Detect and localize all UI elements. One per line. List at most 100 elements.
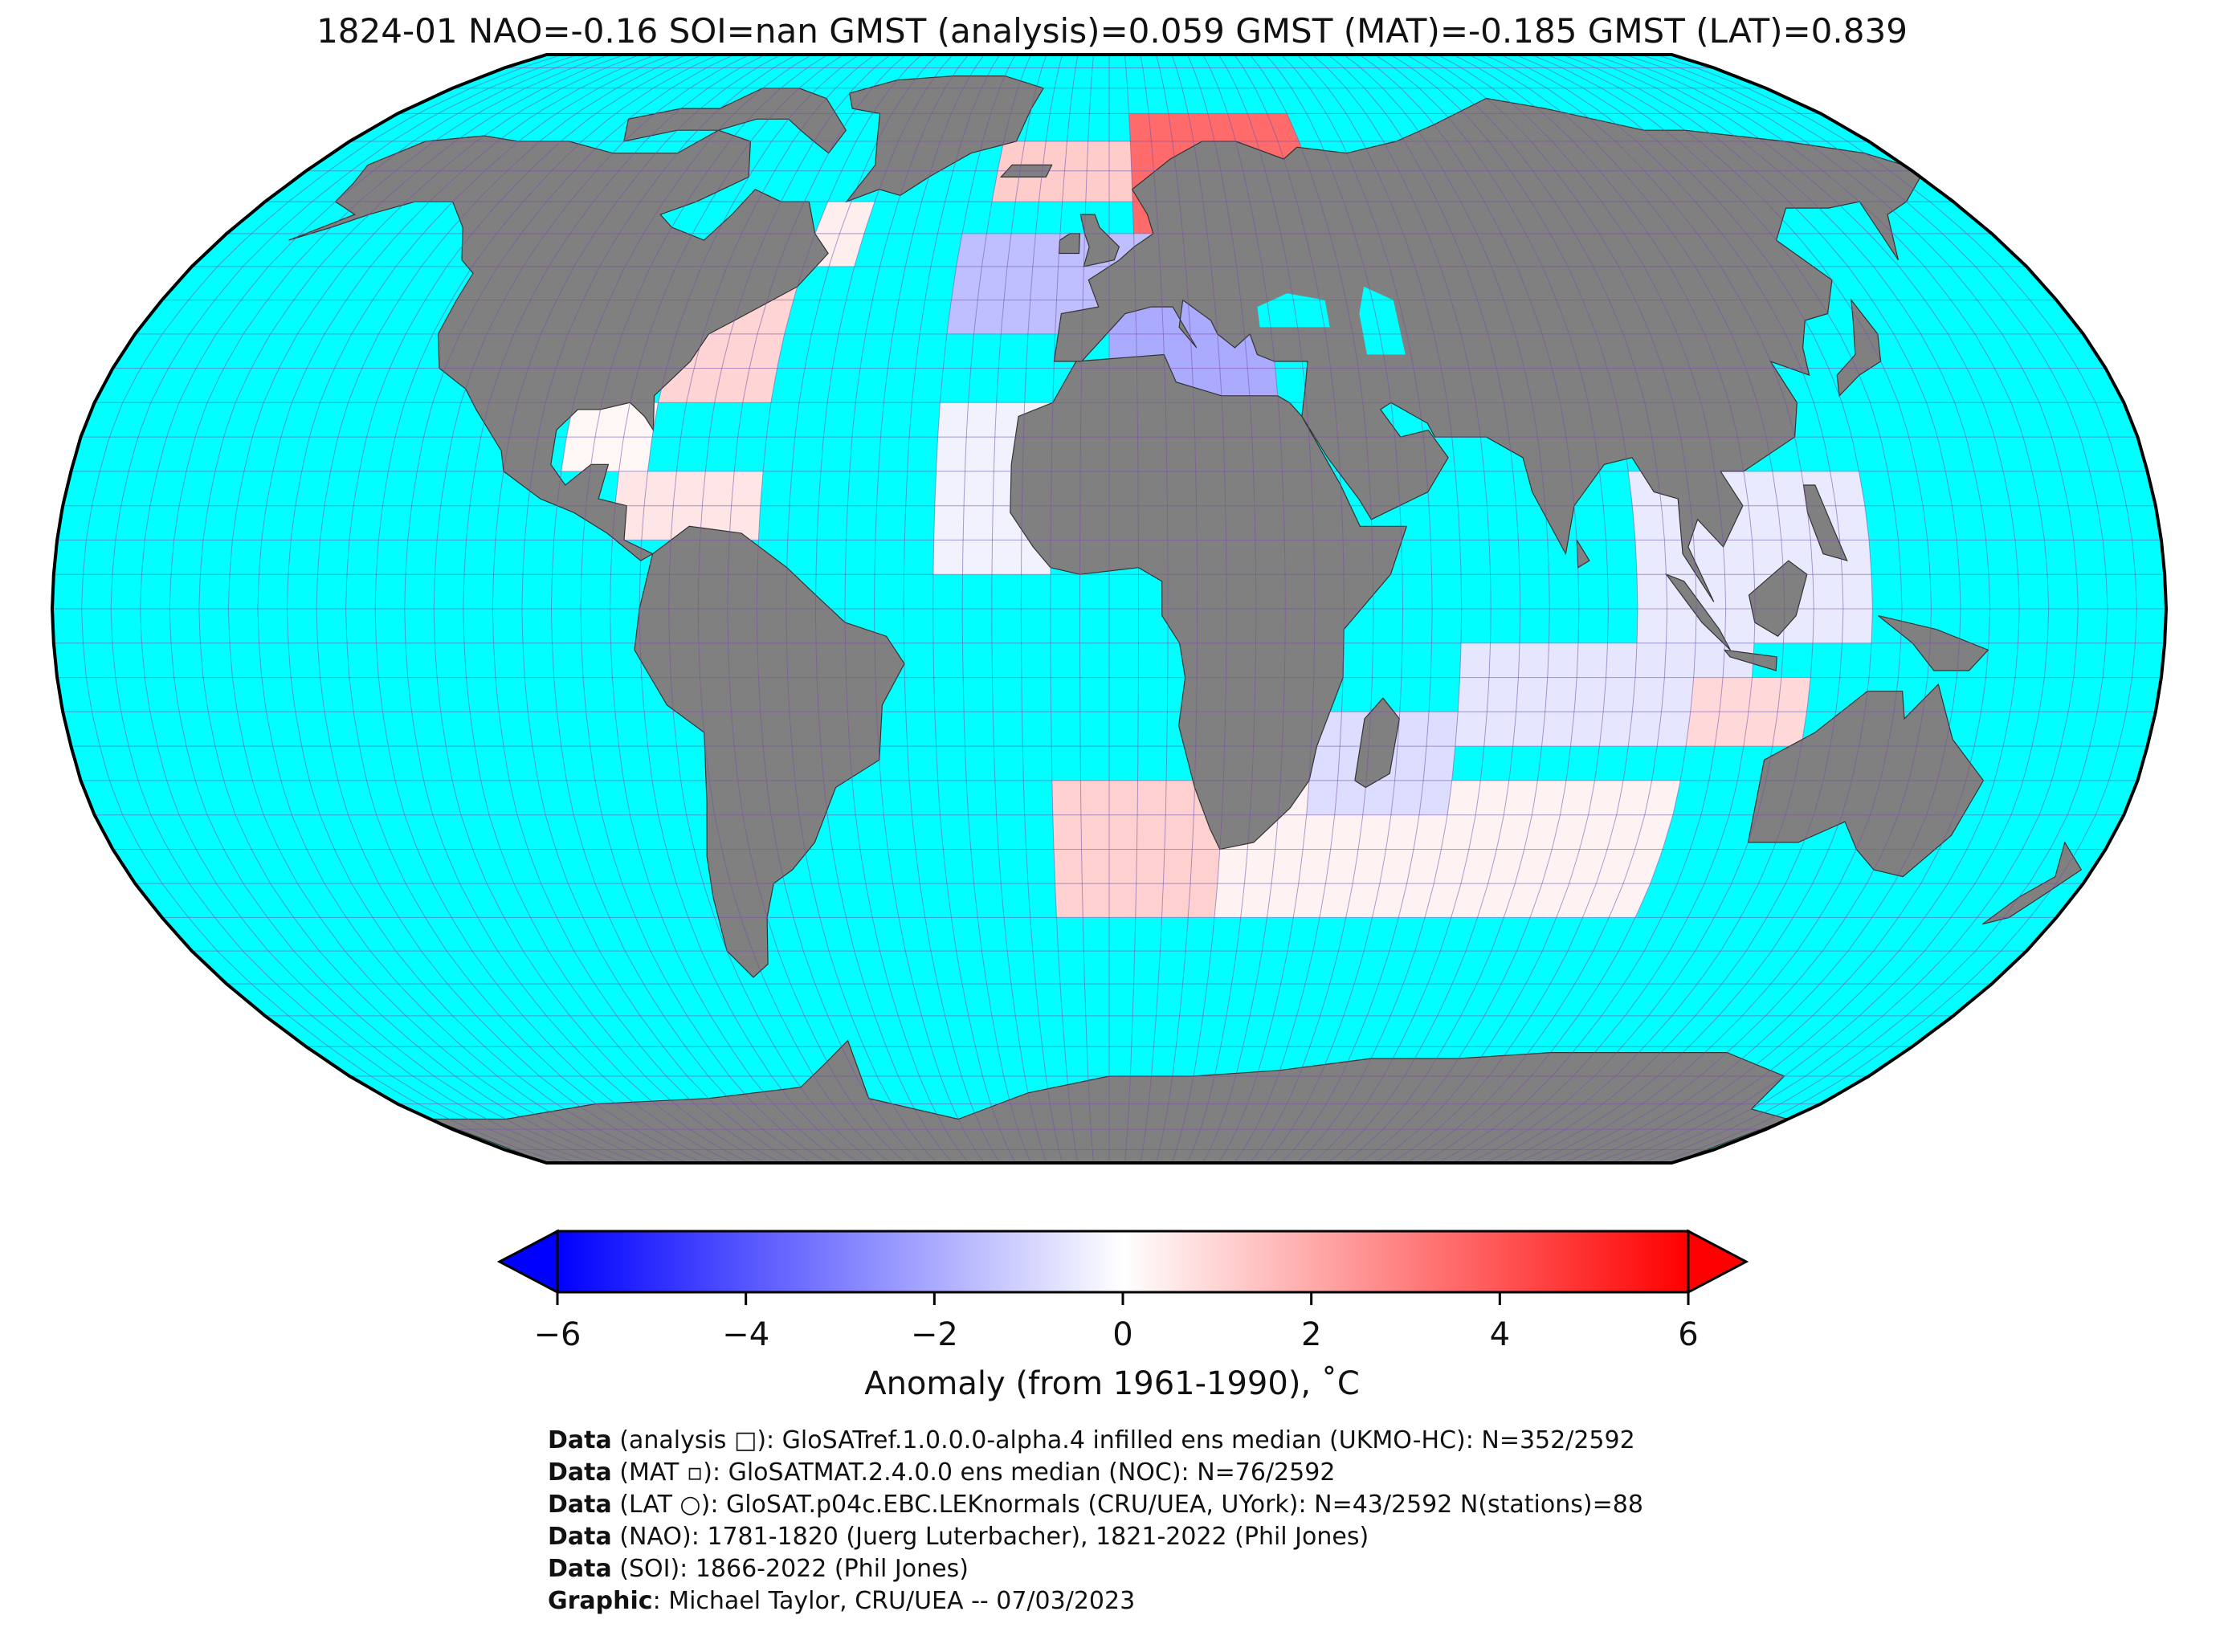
anomaly-cell [1082, 883, 1109, 918]
graticule-meridian [727, 55, 907, 1163]
anomaly-cell [1007, 233, 1036, 267]
anomaly-cell [1353, 849, 1386, 884]
graticule-meridian [961, 55, 1032, 1163]
anomaly-cell [1596, 849, 1635, 884]
anomaly-cell [829, 233, 864, 267]
graticule-meridian [1655, 55, 2137, 1163]
anomaly-cell [1835, 505, 1870, 540]
anomaly-cell [1419, 780, 1452, 815]
anomaly-cell [1635, 642, 1667, 678]
anomaly-cell [1137, 780, 1167, 815]
graticule-meridian [227, 55, 641, 1163]
anomaly-cell [1720, 677, 1753, 712]
graticule-meridian [1624, 55, 2079, 1163]
graticule-meridian [1437, 55, 1727, 1163]
graticule-meridian [1140, 55, 1169, 1163]
anomaly-cell [1240, 883, 1272, 918]
anomaly-cell [1163, 849, 1193, 884]
anomaly-cell [1524, 814, 1561, 850]
graticule-meridian [1265, 55, 1404, 1163]
anomaly-cell [1577, 642, 1608, 678]
anomaly-cell [1309, 746, 1341, 781]
landmass-new-zealand [1981, 841, 2083, 925]
graticule-meridian [874, 55, 985, 1163]
anomaly-cell [742, 368, 777, 403]
anomaly-cell [1574, 677, 1606, 712]
anomaly-cell [1165, 780, 1195, 815]
anomaly-cell [1001, 300, 1030, 334]
credit-key: Data [548, 1491, 612, 1519]
anomaly-cell [1603, 677, 1635, 712]
anomaly-cell [1749, 677, 1781, 712]
anomaly-cell [1609, 883, 1651, 918]
anomaly-cell [992, 540, 1022, 575]
anomaly-cell [1032, 233, 1060, 267]
credit-text: (LAT ○): GloSAT.p04c.EBC.LEKnormals (CRU… [611, 1491, 1643, 1519]
anomaly-cell [1161, 883, 1191, 918]
anomaly-cell [749, 333, 785, 369]
anomaly-cell [1752, 540, 1784, 575]
anomaly-cell [1271, 849, 1304, 884]
anomaly-cell [1027, 300, 1057, 334]
anomaly-cell [1306, 780, 1338, 815]
colorbar-tick-label: 0 [1112, 1316, 1132, 1353]
world-map [50, 53, 2169, 1165]
anomaly-cell [1547, 642, 1579, 678]
anomaly-cell [1552, 814, 1589, 850]
anomaly-cell [1064, 141, 1088, 171]
anomaly-cell [1109, 883, 1136, 918]
anomaly-cell [1109, 141, 1132, 171]
anomaly-cell [1606, 642, 1638, 678]
credit-key: Graphic [548, 1587, 653, 1615]
graticule-meridian [1500, 55, 1844, 1163]
anomaly-cell [1772, 471, 1807, 506]
anomaly-cell [1661, 677, 1694, 712]
anomaly-cell [1842, 574, 1873, 609]
anomaly-cell [1164, 814, 1194, 850]
page-title: 1824-01 NAO=-0.16 SOI=nan GMST (analysis… [316, 11, 1908, 51]
anomaly-cell [1637, 609, 1667, 643]
anomaly-cell [1475, 780, 1509, 815]
anomaly-cell [1588, 780, 1624, 815]
anomaly-cell [973, 300, 1004, 334]
graticule-meridian [814, 55, 953, 1163]
anomaly-cell [1743, 712, 1778, 747]
anomaly-cell [1560, 780, 1595, 815]
anomaly-cell [1637, 574, 1667, 609]
anomaly-cell [1219, 368, 1251, 403]
anomaly-cell [933, 540, 964, 575]
anomaly-cell [1487, 849, 1524, 884]
graticule-meridian [991, 55, 1047, 1163]
anomaly-region [561, 402, 659, 471]
anomaly-cell [1518, 642, 1549, 678]
anomaly-cell [1087, 141, 1109, 171]
graticule-meridian [1296, 55, 1463, 1163]
anomaly-cell [1406, 849, 1442, 884]
anomaly-cell [757, 300, 794, 334]
anomaly-cell [641, 505, 674, 540]
credit-text: (NAO): 1781-1820 (Juerg Luterbacher), 18… [611, 1523, 1369, 1551]
anomaly-cell [1052, 814, 1082, 850]
anomaly-cell [1247, 113, 1279, 141]
anomaly-cell [1504, 780, 1538, 815]
anomaly-cell [1623, 849, 1663, 884]
anomaly-cell [1469, 814, 1504, 850]
anomaly-cell [1724, 574, 1756, 609]
credit-text: : Michael Taylor, CRU/UEA -- 07/03/2023 [652, 1587, 1136, 1615]
anomaly-cell [590, 437, 624, 471]
anomaly-cell [714, 368, 749, 403]
graticule-meridian [1468, 55, 1785, 1163]
credit-key: Data [548, 1458, 612, 1487]
anomaly-cell [992, 170, 1020, 202]
anomaly-cell [1080, 780, 1109, 815]
anomaly-cell [1504, 883, 1542, 918]
credit-text: (MAT ▫): GloSATMAT.2.4.0.0 ens median (N… [611, 1458, 1336, 1487]
anomaly-cell [1616, 780, 1652, 815]
anomaly-cell [1190, 849, 1220, 884]
anomaly-cell [1423, 746, 1455, 781]
anomaly-cell [965, 437, 995, 471]
landmass-java [1723, 649, 1777, 671]
anomaly-cell [1635, 540, 1667, 575]
anomaly-cell [1208, 113, 1236, 141]
